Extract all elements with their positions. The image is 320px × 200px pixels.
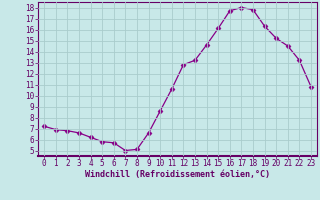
X-axis label: Windchill (Refroidissement éolien,°C): Windchill (Refroidissement éolien,°C) [85, 170, 270, 179]
